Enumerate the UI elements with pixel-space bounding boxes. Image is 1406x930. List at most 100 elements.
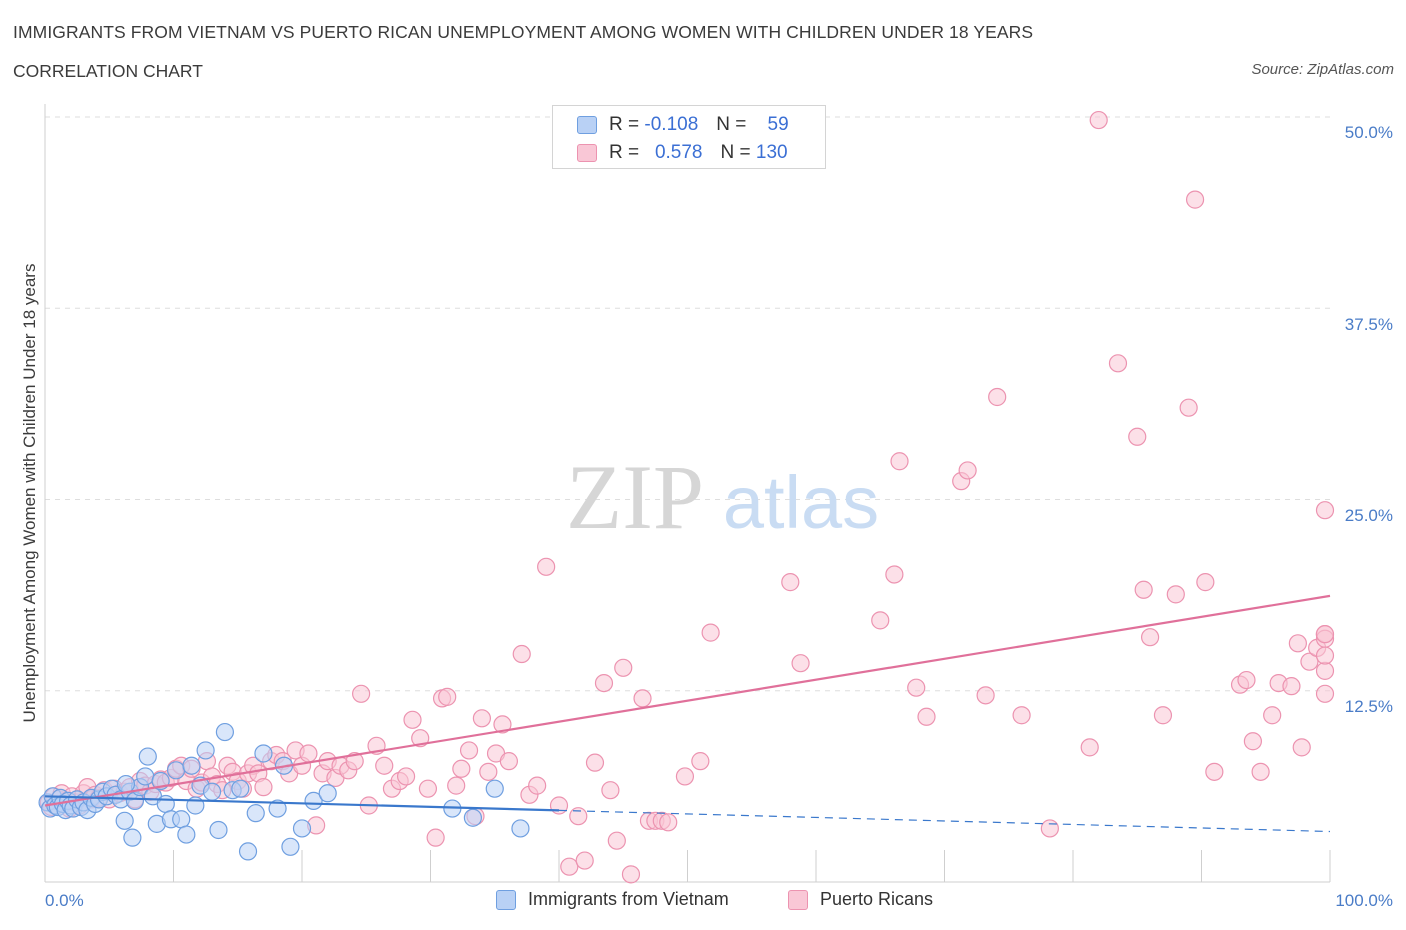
- puerto-ricans-point: [633, 689, 652, 708]
- vietnam-point: [463, 808, 483, 827]
- vietnam-point: [511, 819, 530, 838]
- puerto-ricans-point: [1282, 677, 1301, 696]
- legend-label: Immigrants from Vietnam: [528, 889, 729, 909]
- vietnam-point: [166, 761, 186, 780]
- x-tick-label: 100.0%: [1335, 891, 1393, 910]
- chart-subtitle: CORRELATION CHART: [13, 61, 203, 81]
- puerto-ricans-point: [1089, 110, 1108, 130]
- vietnam-point: [209, 820, 228, 840]
- puerto-ricans-point: [528, 776, 547, 795]
- r-label: R =: [609, 114, 640, 135]
- puerto-ricans-point: [1315, 684, 1335, 703]
- puerto-ricans-point: [438, 687, 457, 706]
- puerto-ricans-point: [871, 611, 890, 630]
- puerto-ricans-point: [607, 831, 626, 850]
- puerto-ricans-point: [601, 781, 620, 800]
- puerto-ricans-point: [1263, 706, 1282, 725]
- y-tick-label: 50.0%: [1344, 123, 1393, 142]
- puerto-ricans-point: [988, 387, 1007, 407]
- vietnam-point: [136, 767, 155, 786]
- puerto-ricans-point: [1134, 580, 1153, 599]
- vietnam-point: [196, 741, 215, 760]
- y-tick-label: 37.5%: [1344, 315, 1393, 334]
- puerto-ricans-point: [1288, 634, 1307, 653]
- puerto-ricans-point: [299, 744, 318, 763]
- legend-item-vietnam: Immigrants from Vietnam: [496, 889, 729, 910]
- chart-title: IMMIGRANTS FROM VIETNAM VS PUERTO RICAN …: [13, 22, 1034, 42]
- puerto-ricans-point: [885, 565, 904, 584]
- puerto-ricans-point: [659, 813, 678, 832]
- axes: [44, 104, 1331, 883]
- legend-swatch-blue: [496, 889, 516, 910]
- puerto-ricans-point: [1166, 585, 1185, 604]
- legend-row-puerto-ricans: R = 0.578 N = 130: [577, 142, 788, 164]
- puerto-ricans-point: [352, 684, 371, 703]
- puerto-ricans-point: [345, 752, 364, 771]
- puerto-ricans-point: [1243, 732, 1263, 751]
- vietnam-point: [172, 810, 191, 829]
- puerto-ricans-point: [1251, 762, 1270, 781]
- puerto-ricans-point: [1292, 738, 1311, 757]
- vietnam-point: [292, 819, 312, 838]
- puerto-ricans-point: [614, 658, 633, 677]
- puerto-ricans-point: [1140, 628, 1160, 647]
- puerto-ricans-point: [375, 756, 394, 775]
- puerto-ricans-point: [907, 678, 926, 697]
- r-value: 0.578: [654, 142, 703, 163]
- puerto-ricans-point: [1080, 738, 1099, 757]
- puerto-ricans-point: [958, 461, 977, 480]
- n-label: N =: [716, 114, 747, 135]
- stats-legend: R = -0.108 N = 59 R = 0.578 N = 130: [552, 105, 826, 169]
- puerto-ricans-point: [549, 796, 569, 815]
- puerto-ricans-point: [512, 644, 531, 664]
- puerto-ricans-point: [1237, 670, 1256, 690]
- series-legend: Immigrants from Vietnam Puerto Ricans: [0, 889, 1406, 915]
- r-value: -0.108: [644, 114, 699, 135]
- puerto-ricans-point: [1315, 661, 1335, 680]
- legend-swatch-pink: [788, 889, 808, 910]
- puerto-ricans-point: [447, 776, 466, 795]
- vietnam-point: [238, 842, 258, 861]
- vietnam-point: [485, 779, 504, 798]
- n-value: 59: [767, 114, 789, 135]
- vietnam-trend-line-extension: [558, 809, 1331, 833]
- puerto-ricans-point: [781, 573, 800, 592]
- puerto-ricans-point: [1128, 427, 1147, 446]
- vietnam-point: [116, 774, 136, 794]
- puerto-ricans-point: [1315, 501, 1335, 520]
- source-credit: Source: ZipAtlas.com: [1251, 61, 1394, 78]
- vietnam-point: [215, 722, 234, 742]
- legend-item-puerto-ricans: Puerto Ricans: [788, 889, 933, 910]
- trend-lines: [44, 594, 1331, 833]
- vietnam-point: [156, 794, 175, 814]
- puerto-ricans-point: [452, 759, 471, 778]
- y-axis-label: Unemployment Among Women with Children U…: [20, 263, 39, 723]
- vietnam-point: [304, 791, 323, 811]
- legend-row-vietnam: R = -0.108 N = 59: [577, 114, 789, 136]
- puerto-ricans-point: [575, 851, 594, 870]
- x-tick-label: 0.0%: [45, 891, 84, 910]
- puerto-ricans-point: [254, 778, 273, 797]
- watermark-atlas: atlas: [723, 461, 879, 544]
- puerto-ricans-point: [426, 828, 445, 847]
- puerto-ricans-point: [418, 779, 438, 798]
- puerto-ricans-point: [1179, 398, 1198, 417]
- puerto-ricans-point: [459, 741, 479, 760]
- puerto-ricans-point: [411, 729, 430, 748]
- vietnam-point: [202, 782, 222, 801]
- puerto-ricans-point: [1300, 652, 1319, 671]
- puerto-ricans-point: [594, 673, 614, 693]
- puerto-ricans-point: [791, 654, 810, 673]
- vietnam-point: [182, 756, 201, 775]
- puerto-ricans-point: [1108, 354, 1128, 373]
- puerto-ricans-point: [1040, 819, 1059, 838]
- puerto-ricans-trend-line: [44, 594, 1331, 807]
- puerto-ricans-point: [976, 686, 995, 705]
- puerto-ricans-point: [479, 762, 498, 781]
- puerto-ricans-point: [1315, 625, 1335, 644]
- legend-swatch-blue: [577, 116, 597, 134]
- vietnam-point: [268, 799, 287, 818]
- puerto-ricans-point: [403, 710, 422, 729]
- puerto-ricans-point: [691, 752, 710, 771]
